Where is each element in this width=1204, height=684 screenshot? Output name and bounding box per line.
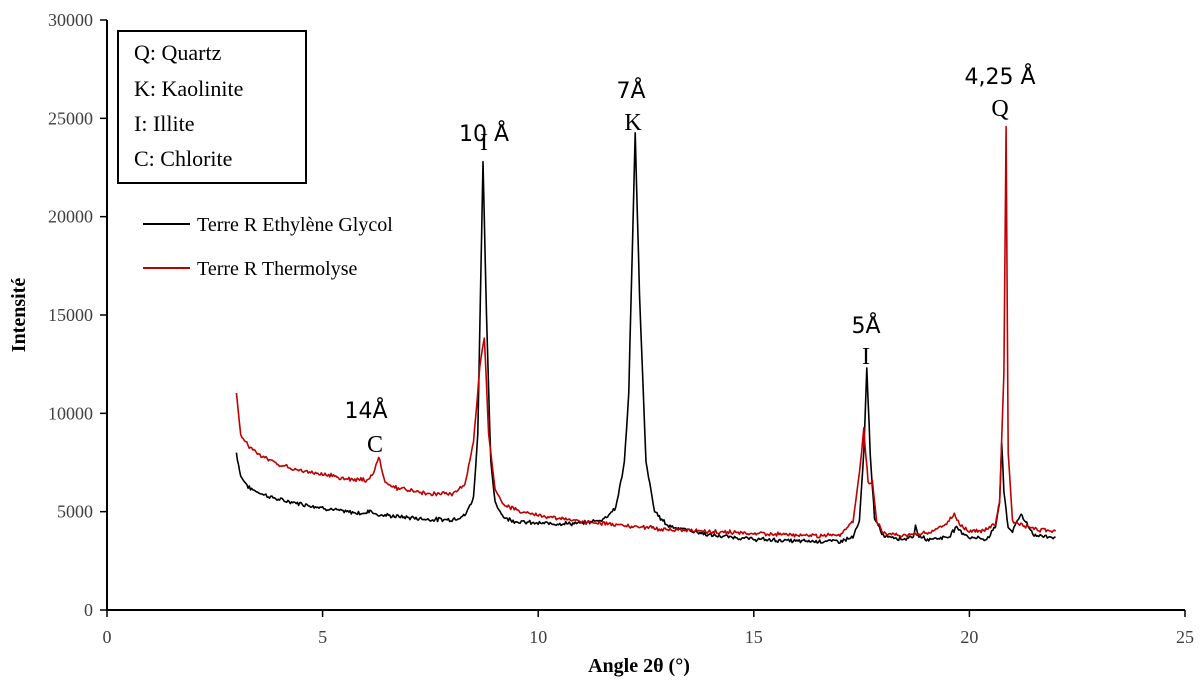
- peak-label-d-spacing: 7Å: [616, 77, 645, 104]
- x-tick-label: 10: [529, 627, 547, 647]
- legend-label-thermolyse: Terre R Thermolyse: [197, 258, 358, 280]
- peak-label-mineral: I: [480, 130, 488, 156]
- x-tick-label: 20: [960, 627, 978, 647]
- x-tick-label: 0: [103, 627, 112, 647]
- mineral-key-box: Q: Quartz K: Kaolinite I: Illite C: Chlo…: [117, 30, 307, 184]
- key-kaolinite: K: Kaolinite: [134, 76, 243, 101]
- y-tick-label: 10000: [48, 403, 93, 423]
- y-tick-label: 20000: [48, 207, 93, 227]
- series-group: [235, 125, 1057, 544]
- mineral-key-frame: [117, 30, 307, 184]
- key-illite: I: Illite: [134, 111, 194, 136]
- series-line-thermolyse: [235, 125, 1057, 539]
- legend: Terre R Ethylène Glycol Terre R Thermoly…: [143, 214, 393, 280]
- peak-label-d-spacing: 4,25 Å: [964, 63, 1035, 90]
- peak-label-mineral: C: [367, 432, 383, 458]
- axis-ticks: 0 5 10 15 20 25 0 5000 10000 15000 20000 25000 30000: [48, 10, 1194, 647]
- peak-label-d-spacing: 5Å: [851, 312, 880, 339]
- peak-label-d-spacing: 14Å: [344, 397, 387, 424]
- key-quartz: Q: Quartz: [134, 40, 222, 65]
- key-chlorite: C: Chlorite: [134, 146, 232, 171]
- y-tick-label: 15000: [48, 305, 93, 325]
- peak-label-d-spacing: 10 Å: [459, 120, 509, 147]
- peak-label-mineral: I: [862, 344, 870, 370]
- peak-label-mineral: K: [624, 110, 642, 136]
- y-tick-label: 30000: [48, 10, 93, 30]
- x-tick-label: 5: [318, 627, 327, 647]
- x-tick-label: 25: [1176, 627, 1194, 647]
- y-tick-label: 0: [84, 600, 93, 620]
- peak-label-mineral: Q: [991, 96, 1008, 122]
- y-tick-label: 25000: [48, 108, 93, 128]
- x-tick-label: 15: [745, 627, 763, 647]
- series-line-ethylene-glycol: [235, 132, 1056, 544]
- y-tick-label: 5000: [57, 502, 93, 522]
- legend-label-ethylene-glycol: Terre R Ethylène Glycol: [197, 214, 393, 236]
- y-axis-title: Intensité: [8, 278, 30, 353]
- x-axis-title: Angle 2θ (°): [588, 655, 690, 677]
